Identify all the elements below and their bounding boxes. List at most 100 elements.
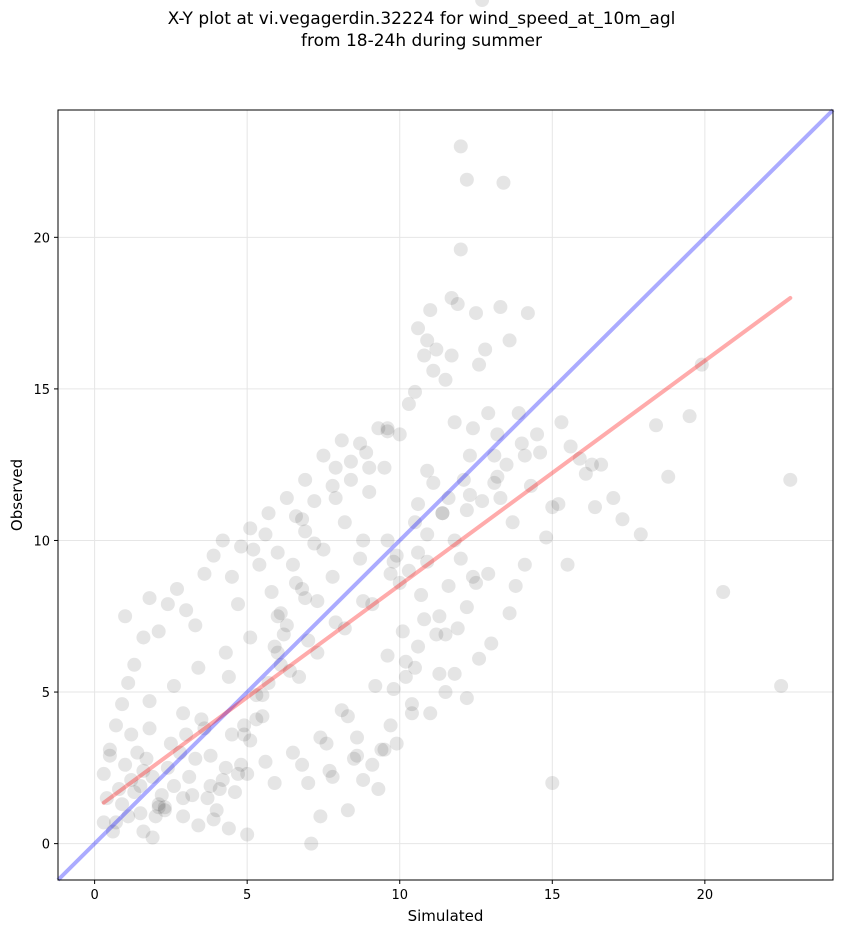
data-point [435,506,450,521]
x-tick-label: 10 [391,888,408,903]
data-point [423,303,438,318]
data-point [273,657,288,672]
data-point [240,827,255,842]
data-point [203,779,218,794]
data-point [649,418,664,433]
data-point [334,433,349,448]
data-point [420,333,435,348]
data-point [136,630,151,645]
data-point [115,697,130,712]
data-point [380,421,395,436]
data-point [157,800,172,815]
data-point [203,748,218,763]
data-point [157,803,172,818]
data-point [108,815,123,830]
data-point [279,618,294,633]
data-point [487,475,502,490]
data-point [179,727,194,742]
data-point [145,830,160,845]
data-point [182,769,197,784]
data-point [429,342,444,357]
data-point [298,591,313,606]
data-point [383,718,398,733]
data-point [350,730,365,745]
data-point [386,682,401,697]
data-point [368,678,383,693]
data-point [261,675,276,690]
data-point [414,588,429,603]
data-point [377,742,392,757]
data-point [292,669,307,684]
data-point [444,290,459,305]
data-point [423,706,438,721]
data-point [148,809,163,824]
data-point [365,597,380,612]
data-point [438,372,453,387]
data-point [142,694,157,709]
data-point [465,421,480,436]
fit-line [101,295,793,805]
data-point [520,306,535,321]
data-point [185,788,200,803]
data-point [441,491,456,506]
data-point [438,627,453,642]
x-tick-label: 0 [90,888,98,903]
data-point [407,515,422,530]
data-point [243,521,258,536]
data-point [215,533,230,548]
data-point [411,321,426,336]
data-point [545,775,560,790]
data-point [173,745,188,760]
data-point [288,575,303,590]
data-point [539,530,554,545]
data-point [295,512,310,527]
data-point [340,709,355,724]
data-point [545,500,560,515]
data-point [316,448,331,463]
data-point [240,766,255,781]
data-point [255,688,270,703]
chart-title-line-1: X-Y plot at vi.vegagerdin.32224 for wind… [167,9,676,29]
data-point [328,491,343,506]
data-point [398,669,413,684]
data-point [197,721,212,736]
data-point [191,818,206,833]
data-point [356,533,371,548]
data-point [243,630,258,645]
data-point [417,612,432,627]
data-point [411,639,426,654]
data-point [206,548,221,563]
data-point [160,597,175,612]
data-point [511,406,526,421]
data-point [438,685,453,700]
data-point [298,524,313,539]
data-point [191,660,206,675]
data-point [469,575,484,590]
data-point [136,824,151,839]
data-point [246,542,261,557]
data-point [188,751,203,766]
data-point [328,460,343,475]
data-point [179,603,194,618]
data-point [221,821,236,836]
x-tick-label: 5 [243,888,251,903]
data-point [447,415,462,430]
data-point [102,742,117,757]
data-point [407,384,422,399]
data-point [112,782,127,797]
data-point [682,409,697,424]
data-point [432,666,447,681]
data-point [151,624,166,639]
data-point [386,554,401,569]
data-point [478,342,493,357]
data-point [560,557,575,572]
data-point [615,512,630,527]
data-point [255,709,270,724]
data-point [325,478,340,493]
data-point [380,533,395,548]
data-point [401,563,416,578]
data-point [139,751,154,766]
data-point [121,809,136,824]
data-point [151,800,166,815]
